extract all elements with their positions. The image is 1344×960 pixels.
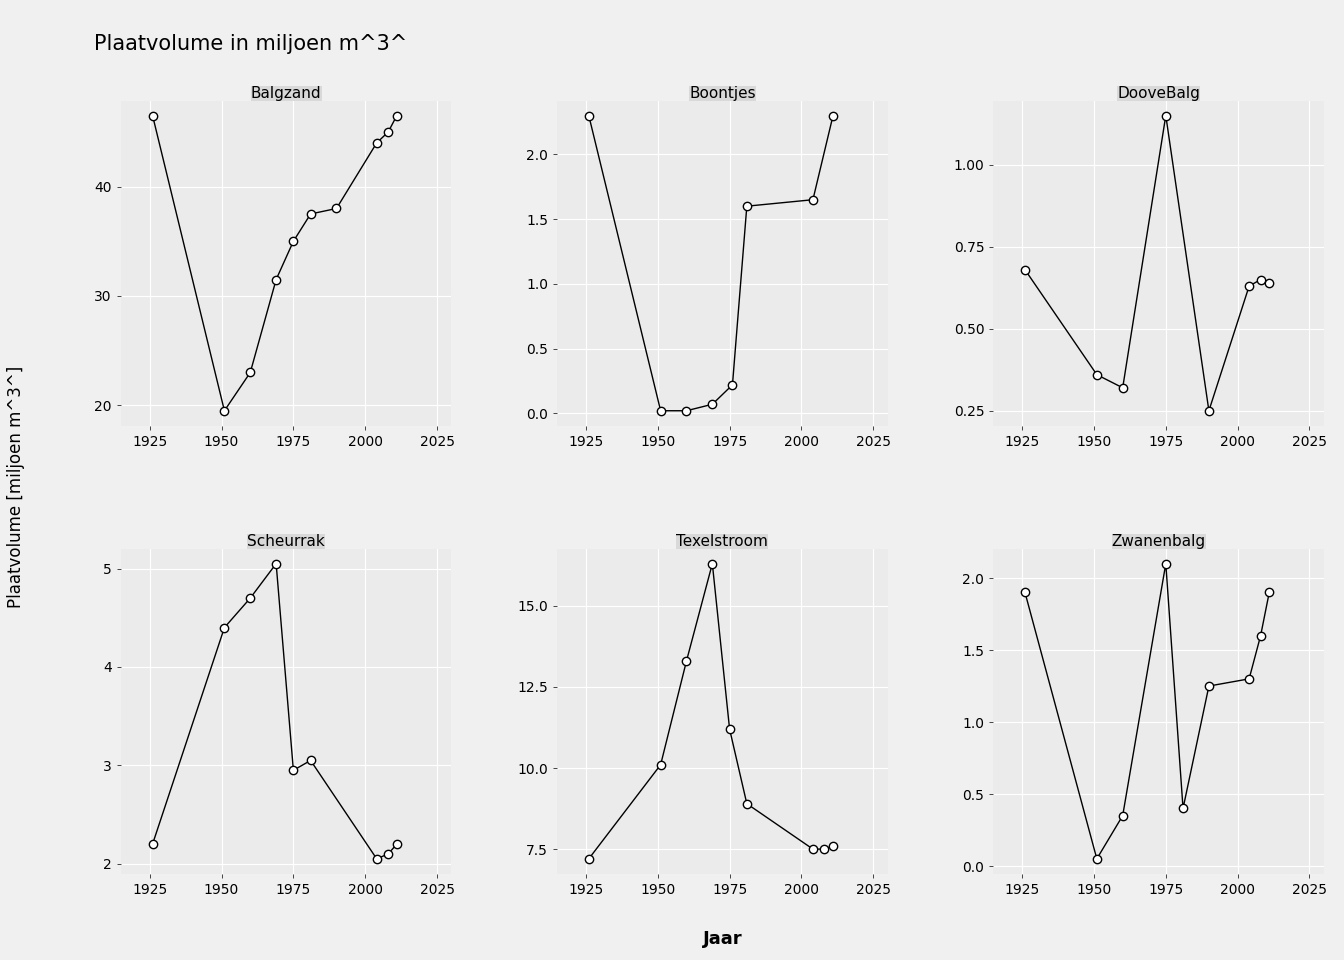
Text: Balgzand: Balgzand (251, 85, 321, 101)
Text: Jaar: Jaar (703, 930, 742, 948)
Text: DooveBalg: DooveBalg (1117, 85, 1200, 101)
Text: Boontjes: Boontjes (689, 85, 755, 101)
Text: Plaatvolume in miljoen m^3^: Plaatvolume in miljoen m^3^ (94, 34, 407, 54)
Text: Plaatvolume [miljoen m^3^]: Plaatvolume [miljoen m^3^] (7, 366, 26, 609)
Text: Scheurrak: Scheurrak (247, 534, 325, 549)
Text: Texelstroom: Texelstroom (676, 534, 769, 549)
Text: Zwanenbalg: Zwanenbalg (1111, 534, 1206, 549)
